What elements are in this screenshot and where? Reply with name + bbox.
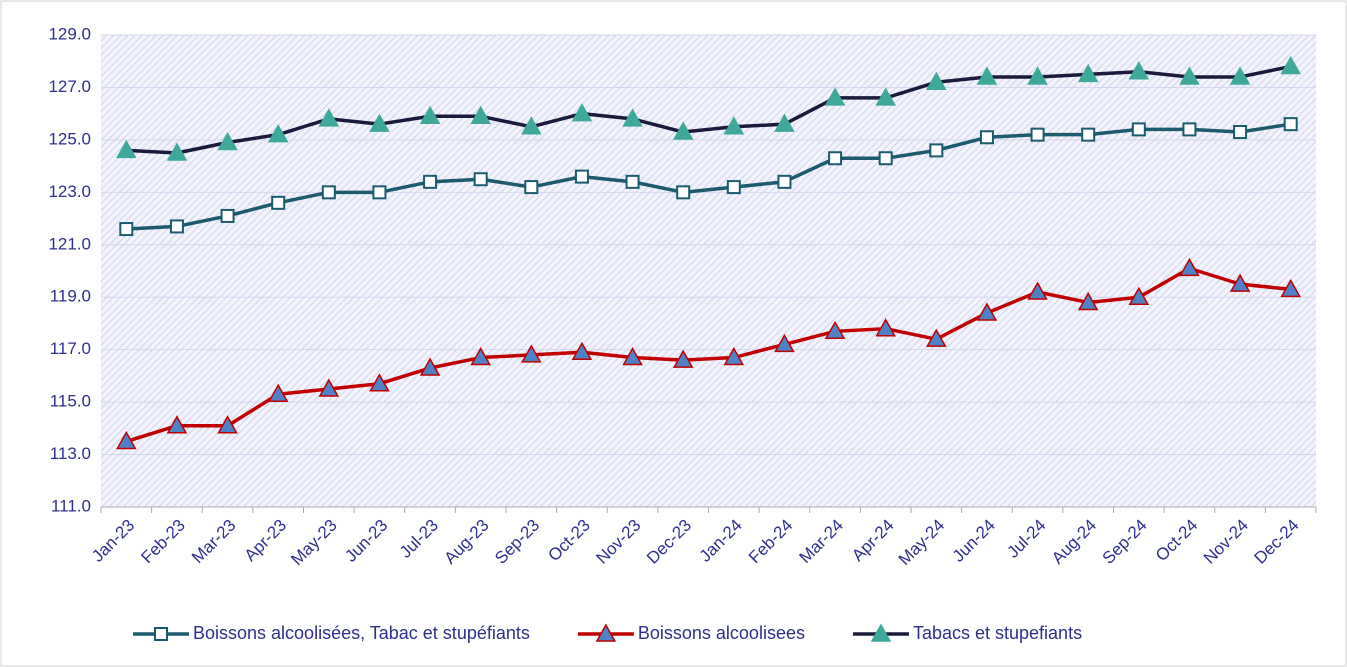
y-tick-label: 115.0 bbox=[50, 392, 91, 411]
point bbox=[473, 172, 488, 187]
point bbox=[828, 151, 843, 166]
y-tick-label: 111.0 bbox=[51, 496, 91, 515]
point bbox=[1027, 281, 1048, 300]
point bbox=[979, 130, 994, 145]
series-line bbox=[126, 122, 1291, 231]
point bbox=[1179, 257, 1200, 277]
point bbox=[1077, 291, 1099, 311]
point bbox=[672, 121, 694, 140]
y-tick-label: 113.0 bbox=[50, 444, 91, 463]
point bbox=[470, 347, 491, 366]
point bbox=[870, 623, 892, 642]
point bbox=[1128, 286, 1150, 305]
legend: Boissons alcoolisées, Tabac et stupéfian… bbox=[133, 623, 1082, 643]
point bbox=[571, 341, 593, 361]
point bbox=[1229, 273, 1251, 292]
point bbox=[116, 139, 137, 159]
series-line bbox=[126, 64, 1292, 155]
legend-label: Tabacs et stupefiants bbox=[913, 623, 1082, 643]
point bbox=[774, 333, 795, 353]
point bbox=[321, 185, 336, 200]
point bbox=[622, 347, 643, 366]
point bbox=[267, 383, 289, 402]
point bbox=[1027, 66, 1048, 85]
point bbox=[154, 627, 168, 641]
y-tick-label: 119.0 bbox=[50, 287, 91, 306]
point bbox=[976, 302, 998, 321]
point bbox=[423, 174, 438, 189]
point bbox=[470, 105, 491, 125]
point bbox=[595, 623, 617, 642]
point bbox=[419, 105, 441, 125]
y-tick-label: 127.0 bbox=[48, 77, 91, 96]
point bbox=[574, 169, 589, 184]
point bbox=[524, 180, 539, 195]
legend-label: Boissons alcoolisées, Tabac et stupéfian… bbox=[193, 623, 530, 643]
plot-area bbox=[101, 35, 1316, 507]
point bbox=[217, 415, 238, 434]
point bbox=[267, 124, 289, 143]
point bbox=[625, 174, 640, 189]
point bbox=[1229, 66, 1251, 85]
point bbox=[1280, 55, 1301, 75]
point bbox=[824, 320, 846, 340]
point bbox=[929, 143, 944, 158]
point bbox=[1131, 122, 1146, 137]
point bbox=[318, 378, 340, 397]
point bbox=[119, 222, 134, 237]
point bbox=[726, 180, 741, 195]
y-tick-label: 117.0 bbox=[50, 339, 91, 358]
point bbox=[875, 87, 896, 106]
series-line bbox=[125, 266, 1291, 444]
point bbox=[1182, 122, 1197, 137]
point bbox=[220, 208, 235, 223]
point bbox=[369, 113, 390, 132]
point bbox=[116, 430, 137, 450]
point bbox=[875, 318, 896, 337]
point bbox=[1077, 63, 1099, 83]
point bbox=[1128, 61, 1150, 80]
point bbox=[166, 415, 188, 434]
point bbox=[676, 185, 691, 200]
point bbox=[777, 174, 792, 189]
point bbox=[622, 108, 643, 127]
point bbox=[926, 71, 947, 90]
point bbox=[976, 66, 998, 85]
point bbox=[369, 373, 390, 392]
point bbox=[774, 113, 795, 132]
point bbox=[521, 116, 542, 135]
point bbox=[723, 116, 745, 135]
legend-label: Boissons alcoolisees bbox=[638, 623, 805, 643]
point bbox=[217, 131, 238, 151]
point bbox=[318, 108, 340, 127]
point bbox=[1030, 127, 1045, 142]
point bbox=[419, 357, 441, 376]
point bbox=[723, 347, 745, 366]
point bbox=[1081, 127, 1096, 142]
point bbox=[1283, 117, 1298, 132]
y-tick-label: 129.0 bbox=[48, 24, 91, 43]
point bbox=[824, 87, 846, 106]
point bbox=[169, 219, 184, 234]
y-tick-label: 121.0 bbox=[48, 234, 91, 253]
point bbox=[372, 185, 387, 200]
point bbox=[1233, 125, 1248, 140]
point bbox=[1179, 66, 1200, 85]
point bbox=[1280, 278, 1301, 298]
point bbox=[878, 151, 893, 166]
point bbox=[166, 142, 188, 161]
point bbox=[926, 328, 947, 347]
point bbox=[571, 103, 593, 122]
point bbox=[521, 344, 542, 363]
y-tick-label: 123.0 bbox=[48, 182, 91, 201]
point bbox=[672, 349, 694, 368]
y-tick-label: 125.0 bbox=[48, 129, 91, 148]
point bbox=[271, 195, 286, 210]
